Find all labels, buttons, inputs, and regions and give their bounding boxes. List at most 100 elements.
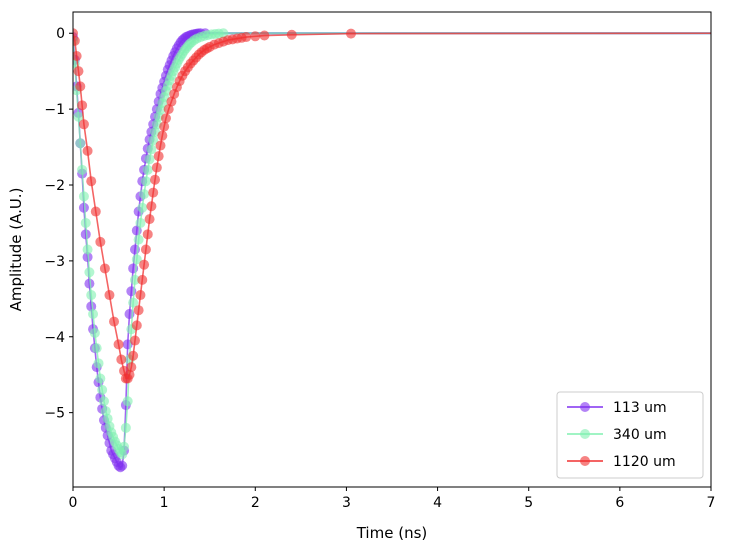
x-tick-label: 7 bbox=[707, 495, 716, 511]
data-point bbox=[99, 263, 110, 274]
data-point bbox=[241, 32, 252, 43]
data-point bbox=[160, 113, 171, 124]
y-tick-label: −2 bbox=[44, 178, 65, 194]
data-point bbox=[77, 100, 88, 111]
data-point bbox=[86, 290, 97, 301]
data-point bbox=[124, 369, 135, 380]
data-point bbox=[146, 201, 157, 212]
y-tick-label: −4 bbox=[44, 330, 65, 346]
data-point bbox=[86, 176, 97, 187]
data-point bbox=[75, 81, 86, 92]
data-point bbox=[120, 422, 131, 433]
data-point bbox=[137, 202, 148, 213]
legend: 113 um 340 um 1120 um bbox=[556, 391, 704, 479]
data-point bbox=[73, 66, 84, 77]
data-point bbox=[163, 104, 174, 115]
series-layer bbox=[73, 28, 711, 473]
data-point bbox=[73, 28, 78, 39]
x-tick-label: 1 bbox=[160, 495, 169, 511]
data-point bbox=[102, 413, 113, 424]
x-tick-label: 6 bbox=[615, 495, 624, 511]
data-point bbox=[73, 51, 82, 62]
data-point bbox=[140, 244, 151, 255]
x-tick-label: 2 bbox=[251, 495, 260, 511]
data-point bbox=[148, 187, 159, 198]
data-point bbox=[91, 343, 102, 354]
data-point bbox=[128, 350, 139, 361]
data-point bbox=[84, 278, 95, 289]
legend-box bbox=[556, 391, 704, 479]
data-point bbox=[133, 305, 144, 316]
data-point bbox=[117, 460, 128, 471]
data-point bbox=[140, 176, 151, 187]
series-2 bbox=[73, 28, 711, 384]
data-point bbox=[250, 31, 261, 42]
data-point bbox=[80, 217, 91, 228]
x-tick-label: 0 bbox=[69, 495, 78, 511]
data-point bbox=[73, 111, 84, 122]
data-point bbox=[129, 335, 140, 346]
legend-marker bbox=[580, 456, 590, 466]
data-point bbox=[150, 174, 161, 185]
data-point bbox=[126, 362, 137, 373]
data-point bbox=[139, 189, 150, 200]
data-point bbox=[78, 191, 89, 202]
y-tick-label: −1 bbox=[44, 102, 65, 118]
data-point bbox=[119, 441, 130, 452]
data-point bbox=[159, 121, 170, 132]
data-point bbox=[98, 396, 109, 407]
data-point bbox=[95, 373, 106, 384]
data-point bbox=[75, 138, 86, 149]
data-point bbox=[117, 449, 128, 460]
data-point bbox=[78, 119, 89, 130]
data-point bbox=[104, 290, 115, 301]
data-point bbox=[84, 267, 95, 278]
data-point bbox=[88, 308, 99, 319]
data-point bbox=[131, 320, 142, 331]
data-point bbox=[122, 396, 133, 407]
data-point bbox=[135, 290, 146, 301]
data-point bbox=[155, 140, 166, 151]
data-point bbox=[95, 236, 106, 247]
data-point bbox=[90, 206, 101, 217]
data-point bbox=[142, 164, 153, 175]
data-point bbox=[109, 316, 120, 327]
data-point bbox=[137, 274, 148, 285]
data-point bbox=[131, 254, 142, 265]
data-point bbox=[144, 154, 155, 165]
y-axis-label: Amplitude (A.U.) bbox=[7, 188, 25, 312]
data-point bbox=[89, 327, 100, 338]
data-point bbox=[113, 339, 124, 350]
data-point bbox=[153, 151, 164, 162]
y-tick-label: −3 bbox=[44, 254, 65, 270]
data-point bbox=[286, 29, 297, 40]
y-tick-label: 0 bbox=[56, 26, 65, 42]
data-point bbox=[146, 144, 157, 155]
data-point bbox=[142, 229, 153, 240]
legend-marker bbox=[580, 429, 590, 439]
data-point bbox=[133, 234, 144, 245]
data-point bbox=[151, 162, 162, 173]
data-point bbox=[73, 35, 80, 46]
y-tick-label: −5 bbox=[44, 406, 65, 422]
data-point bbox=[82, 244, 93, 255]
data-point bbox=[129, 274, 140, 285]
data-point bbox=[93, 358, 104, 369]
data-point bbox=[345, 28, 356, 39]
data-point bbox=[100, 406, 111, 417]
x-tick-label: 3 bbox=[342, 495, 351, 511]
data-point bbox=[166, 96, 177, 107]
data-point bbox=[86, 301, 97, 312]
data-point bbox=[128, 297, 139, 308]
x-tick-label: 5 bbox=[524, 495, 533, 511]
data-point bbox=[144, 214, 155, 225]
data-point bbox=[77, 164, 88, 175]
data-point bbox=[148, 135, 159, 146]
x-tick-label: 4 bbox=[433, 495, 442, 511]
legend-label: 113 um bbox=[613, 400, 667, 416]
data-point bbox=[259, 30, 270, 41]
x-axis-label: Time (ns) bbox=[356, 524, 428, 542]
data-point bbox=[135, 217, 146, 228]
